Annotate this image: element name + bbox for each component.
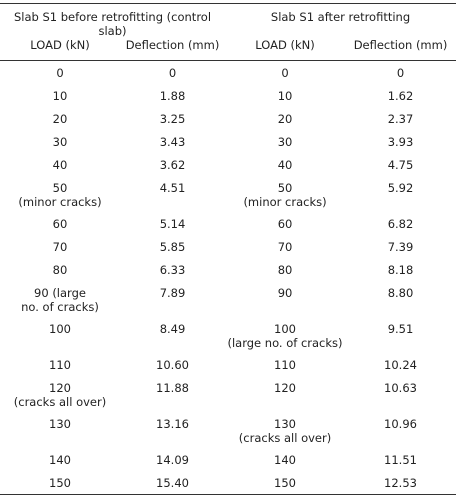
table-row: 140 14.09 140 11.51 (0, 448, 456, 471)
column-header: LOAD (kN) (0, 38, 120, 61)
group-header: Slab S1 before retrofitting (control sla… (0, 3, 226, 38)
table-cell: 40 (277, 158, 293, 172)
page: Slab S1 before retrofitting (control sla… (0, 3, 456, 495)
table-cell: 11.88 (156, 381, 189, 395)
table-cell: 80 (277, 263, 293, 277)
table-cell: 20 (52, 112, 68, 126)
table-cell: 110 (49, 358, 71, 372)
table-cell: 120 (274, 381, 296, 395)
table-cell: 0 (168, 66, 177, 80)
table-row: 40 3.62 40 4.75 (0, 153, 456, 176)
table-cell: 90 (277, 286, 293, 300)
table-cell: 6.33 (159, 263, 186, 277)
table-cell: 12.53 (345, 471, 456, 495)
column-header: Deflection (mm) (120, 38, 226, 61)
table-cell: 150 (0, 471, 120, 495)
table-cell: 7.89 (159, 286, 186, 300)
table-cell: 100 (49, 322, 71, 336)
table-cell: 4.51 (159, 181, 186, 195)
table-cell: 10 (277, 89, 293, 103)
table-cell: 3.93 (387, 135, 414, 149)
table-cell: 6.82 (387, 217, 414, 231)
table-cell: 40 (52, 158, 68, 172)
group-row: Slab S1 before retrofitting (control sla… (0, 3, 456, 38)
table-cell: 30 (277, 135, 293, 149)
table-cell: 15.40 (120, 471, 226, 495)
table-row: 130 13.16 130 (cracks all over) 10.96 (0, 412, 456, 448)
table-cell: 60 (52, 217, 68, 231)
table-cell: 10.24 (384, 358, 417, 372)
table-cell: 0 (281, 66, 289, 80)
table-cell: 10.60 (156, 358, 189, 372)
table-row: 80 6.33 80 8.18 (0, 258, 456, 281)
table-cell: 3.43 (159, 135, 186, 149)
table-cell: 130 (cracks all over) (238, 417, 332, 445)
table-row: 20 3.25 20 2.37 (0, 107, 456, 130)
table-cell: 0 (396, 66, 405, 80)
table-cell: 10.63 (384, 381, 417, 395)
table-cell: 50 (minor cracks) (18, 181, 102, 209)
table-cell: 13.16 (156, 417, 189, 431)
table-cell: 60 (277, 217, 293, 231)
table-row: 90 (large no. of cracks) 7.89 90 8.80 (0, 281, 456, 317)
table-row: 0 0 0 0 (0, 61, 456, 85)
table-cell: 140 (274, 453, 296, 467)
table-cell: 70 (52, 240, 68, 254)
table-row: 10 1.88 10 1.62 (0, 84, 456, 107)
table-row: 150 15.40 150 12.53 (0, 471, 456, 495)
table-row: 110 10.60 110 10.24 (0, 353, 456, 376)
table-cell: 120 (cracks all over) (13, 381, 107, 409)
table-cell: 30 (52, 135, 68, 149)
table-cell: 20 (277, 112, 293, 126)
table-cell: 90 (large no. of cracks) (21, 286, 99, 314)
table-row: 60 5.14 60 6.82 (0, 212, 456, 235)
table-head: Slab S1 before retrofitting (control sla… (0, 3, 456, 61)
table-cell: 3.25 (159, 112, 186, 126)
table-cell: 150 (225, 471, 346, 495)
table-cell: 10.96 (384, 417, 417, 431)
table-row: 100 8.49 100 (large no. of cracks) 9.51 (0, 317, 456, 353)
table-row: 70 5.85 70 7.39 (0, 235, 456, 258)
table-cell: 130 (49, 417, 71, 431)
table-cell: 10 (52, 89, 68, 103)
table-cell: 1.62 (387, 89, 414, 103)
table-cell: 100 (large no. of cracks) (227, 322, 343, 350)
table-body: 0 0 0 0 10 1.88 10 1.62 20 3.25 20 2.37 30 3.43 30 3.93… (0, 61, 456, 495)
table-cell: 0 (56, 66, 64, 80)
table-cell: 140 (49, 453, 71, 467)
data-table: Slab S1 before retrofitting (control sla… (0, 3, 456, 495)
table-cell: 14.09 (156, 453, 189, 467)
column-header: LOAD (kN) (225, 38, 346, 61)
table-cell: 70 (277, 240, 293, 254)
table-row: 50 (minor cracks) 4.51 50 (minor cracks) 5.… (0, 176, 456, 212)
table-cell: 80 (52, 263, 68, 277)
table-cell: 8.49 (159, 322, 186, 336)
column-row: LOAD (kN) Deflection (mm) LOAD (kN) Defl… (0, 38, 456, 61)
table-cell: 2.37 (387, 112, 414, 126)
table-cell: 1.88 (159, 89, 186, 103)
table-cell: 9.51 (387, 322, 414, 336)
table-cell: 5.92 (387, 181, 414, 195)
table-cell: 8.18 (387, 263, 414, 277)
table-cell: 5.85 (159, 240, 186, 254)
table-cell: 5.14 (159, 217, 186, 231)
table-cell: 110 (274, 358, 296, 372)
column-header: Deflection (mm) (345, 38, 456, 61)
table-cell: 3.62 (159, 158, 186, 172)
table-row: 30 3.43 30 3.93 (0, 130, 456, 153)
table-row: 120 (cracks all over) 11.88 120 10.63 (0, 376, 456, 412)
table-cell: 50 (minor cracks) (243, 181, 327, 209)
table-cell: 4.75 (387, 158, 414, 172)
table-cell: 8.80 (387, 286, 414, 300)
table-cell: 11.51 (384, 453, 417, 467)
table-cell: 7.39 (387, 240, 414, 254)
group-header: Slab S1 after retrofitting (225, 3, 456, 38)
